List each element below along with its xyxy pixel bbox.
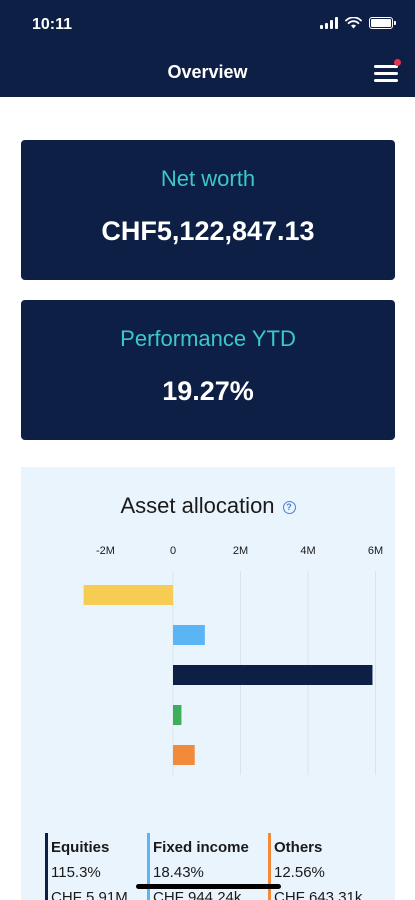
legend-value: CHF 944.24k bbox=[153, 889, 242, 900]
legend-name: Equities bbox=[51, 839, 110, 856]
legend-swatch-fixed-income bbox=[147, 833, 150, 900]
legend-swatch-equities bbox=[45, 833, 48, 900]
legend-swatch-others bbox=[268, 833, 271, 900]
performance-card[interactable]: Performance YTD 19.27% bbox=[21, 300, 395, 440]
x-tick-label: 2M bbox=[233, 545, 248, 557]
legend-name: Fixed income bbox=[153, 839, 249, 856]
help-icon[interactable]: ? bbox=[282, 500, 296, 514]
legend-percent: 12.56% bbox=[274, 864, 325, 881]
signal-icon bbox=[320, 17, 338, 29]
asset-allocation-chart: -2M 0 2M 4M 6M bbox=[83, 545, 383, 775]
wifi-icon bbox=[345, 17, 362, 29]
asset-allocation-panel: Asset allocation? -2M 0 2M 4M 6M Equities 11… bbox=[21, 467, 395, 900]
status-time: 10:11 bbox=[32, 16, 73, 33]
legend-value: CHF 643.31k bbox=[274, 889, 363, 900]
legend-name: Others bbox=[274, 839, 323, 856]
x-tick-label: -2M bbox=[96, 545, 115, 557]
allocation-bar[interactable] bbox=[83, 585, 173, 605]
menu-button[interactable] bbox=[374, 59, 401, 83]
page-title: Overview bbox=[167, 62, 248, 82]
home-indicator[interactable] bbox=[136, 884, 281, 889]
net-worth-value: CHF5,122,847.13 bbox=[101, 216, 315, 246]
asset-allocation-title: Asset allocation? bbox=[21, 493, 395, 519]
legend-value: CHF 5.91M bbox=[51, 889, 128, 900]
x-tick-label: 4M bbox=[300, 545, 315, 557]
legend-percent: 115.3% bbox=[51, 864, 101, 881]
x-tick-label: 6M bbox=[368, 545, 383, 557]
legend-item-equities[interactable]: Equities 115.3% CHF 5.91M bbox=[45, 833, 128, 900]
legend-percent: 18.43% bbox=[153, 864, 204, 881]
performance-value: 19.27% bbox=[162, 376, 254, 406]
notification-dot-icon bbox=[394, 59, 401, 66]
status-icons bbox=[320, 17, 396, 29]
battery-icon bbox=[369, 17, 396, 29]
asset-allocation-title-text: Asset allocation bbox=[120, 493, 275, 518]
legend-item-others[interactable]: Others 12.56% CHF 643.31k bbox=[268, 833, 362, 900]
performance-label: Performance YTD bbox=[120, 326, 296, 351]
legend-item-fixed-income[interactable]: Fixed income 18.43% CHF 944.24k bbox=[147, 833, 249, 900]
allocation-bar[interactable] bbox=[173, 665, 373, 685]
x-tick-label: 0 bbox=[170, 545, 176, 557]
allocation-bar[interactable] bbox=[173, 625, 205, 645]
allocation-legend: Equities 115.3% CHF 5.91M Fixed income 1… bbox=[21, 833, 395, 900]
allocation-bar[interactable] bbox=[173, 705, 182, 725]
net-worth-label: Net worth bbox=[160, 166, 256, 191]
net-worth-card[interactable]: Net worth CHF5,122,847.13 bbox=[21, 140, 395, 280]
top-bar: 10:11 Overview bbox=[0, 0, 415, 97]
allocation-bar[interactable] bbox=[173, 745, 195, 765]
